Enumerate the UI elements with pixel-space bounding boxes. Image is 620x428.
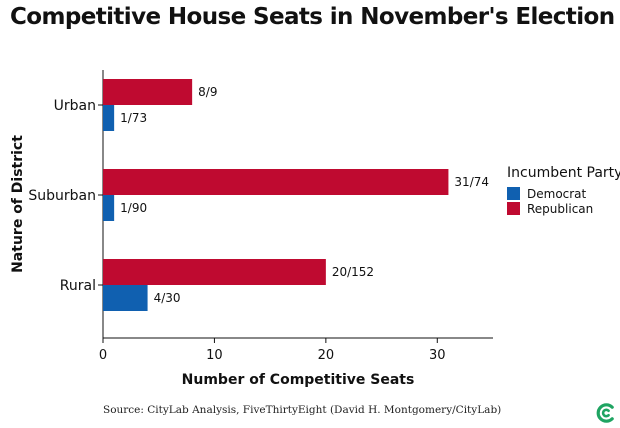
y-axis-title: Nature of District [10,135,26,273]
axes: 0 10 20 30 Urban Suburban Rural Number of Compe… [10,70,493,388]
legend-label-democrat: Democrat [527,187,587,201]
y-category-label: Suburban [28,188,96,204]
bar-data-label: 20/152 [332,265,374,279]
bar-data-label: 1/73 [120,111,147,125]
bar-data-label: 4/30 [154,291,181,305]
citylab-logo-icon [596,403,614,423]
x-tick-label: 30 [429,348,446,363]
x-axis-title: Number of Competitive Seats [182,372,415,388]
bar-data-label: 31/74 [454,175,489,189]
y-category-label: Urban [54,98,96,114]
logo-inner-arc [601,408,610,418]
bar-republican [103,259,326,285]
bar-democrat [103,105,115,131]
bar-republican [103,169,449,195]
bar-democrat [103,285,148,311]
bar-data-label: 8/9 [198,85,217,99]
legend-label-republican: Republican [527,202,593,216]
x-tick-label: 20 [318,348,335,363]
legend-title: Incumbent Party [507,165,620,181]
logo-outer-arc [596,403,614,423]
bar-democrat [103,195,115,221]
legend-swatch-republican [507,202,520,215]
x-tick-label: 10 [206,348,223,363]
legend-swatch-democrat [507,187,520,200]
chart-title: Competitive House Seats in November's El… [10,4,615,30]
bars: 8/9 31/74 20/152 1/73 1/90 4/30 [103,79,489,311]
bar-republican [103,79,193,105]
x-tick-label: 0 [99,348,107,363]
bar-data-label: 1/90 [120,201,147,215]
y-category-label: Rural [60,278,96,294]
source-note: Source: CityLab Analysis, FiveThirtyEigh… [103,404,502,416]
